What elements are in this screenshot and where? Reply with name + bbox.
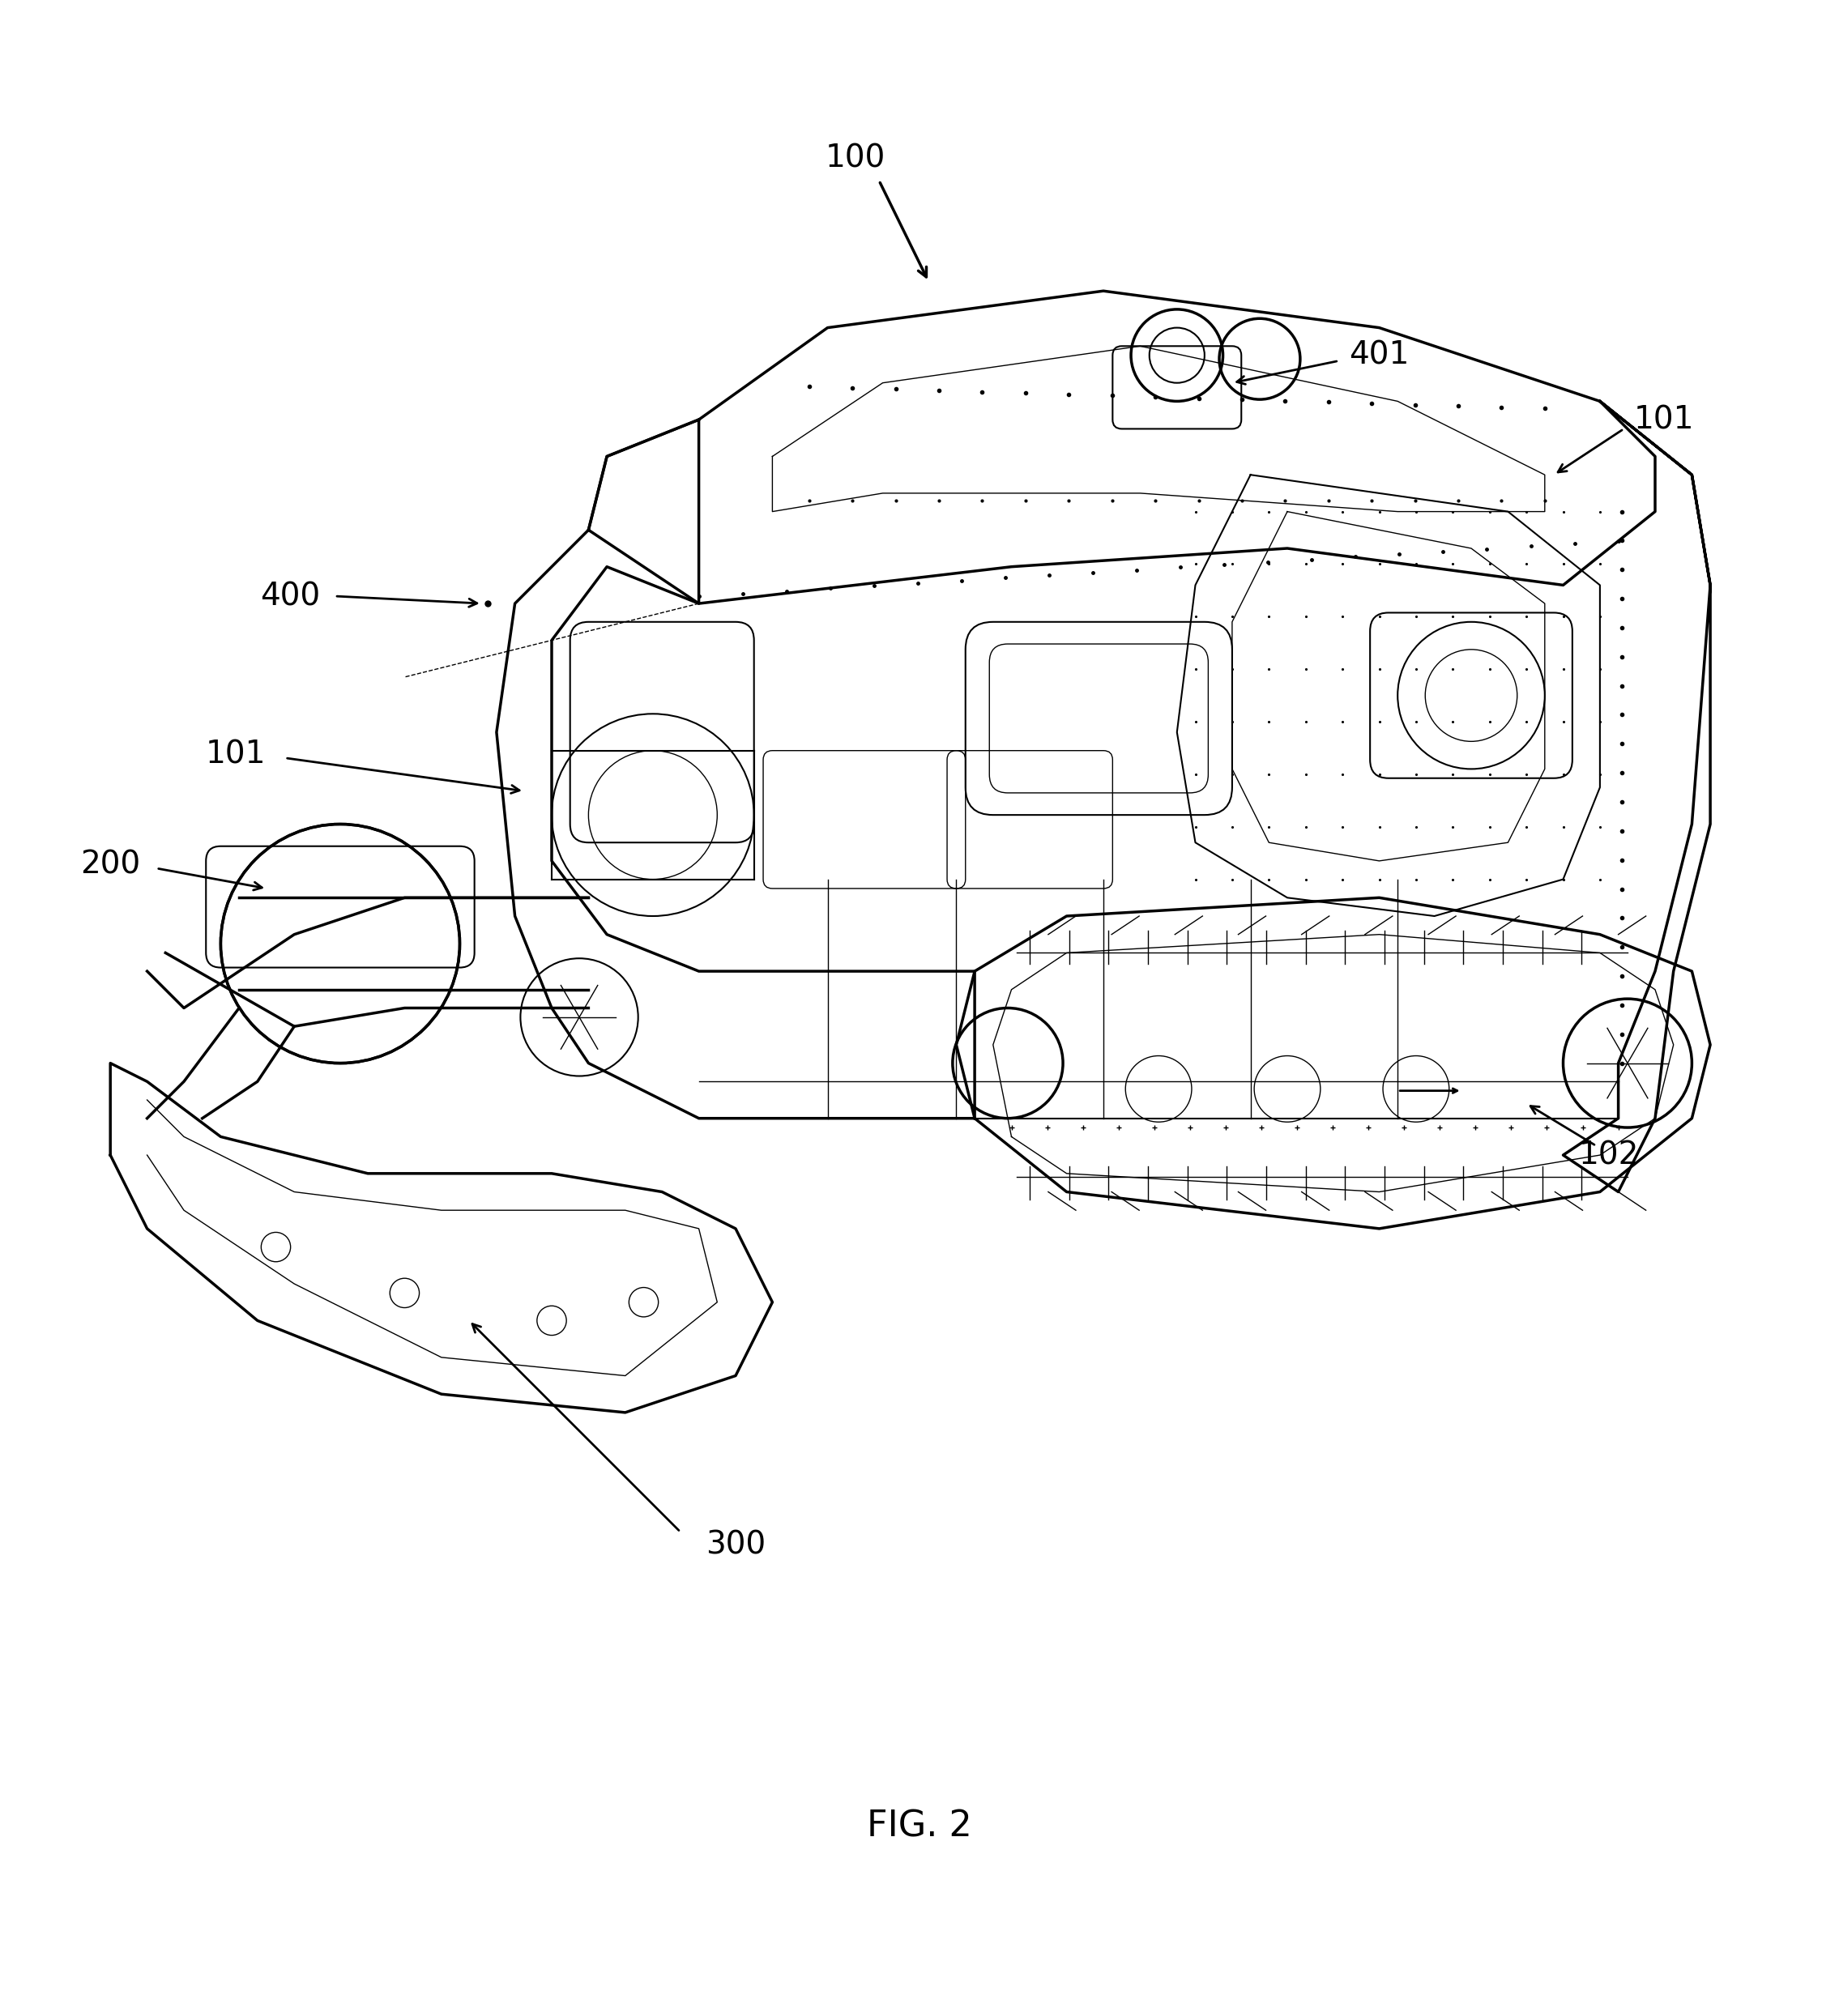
Text: 101: 101 [206,740,265,770]
Text: 401: 401 [1350,341,1409,371]
Text: 400: 400 [261,581,320,611]
Text: 101: 101 [1635,405,1694,435]
Text: 200: 200 [81,849,140,879]
Text: FIG. 2: FIG. 2 [866,1808,973,1843]
Text: 100: 100 [826,143,885,173]
Text: 300: 300 [706,1530,765,1560]
Text: 102: 102 [1580,1139,1639,1171]
